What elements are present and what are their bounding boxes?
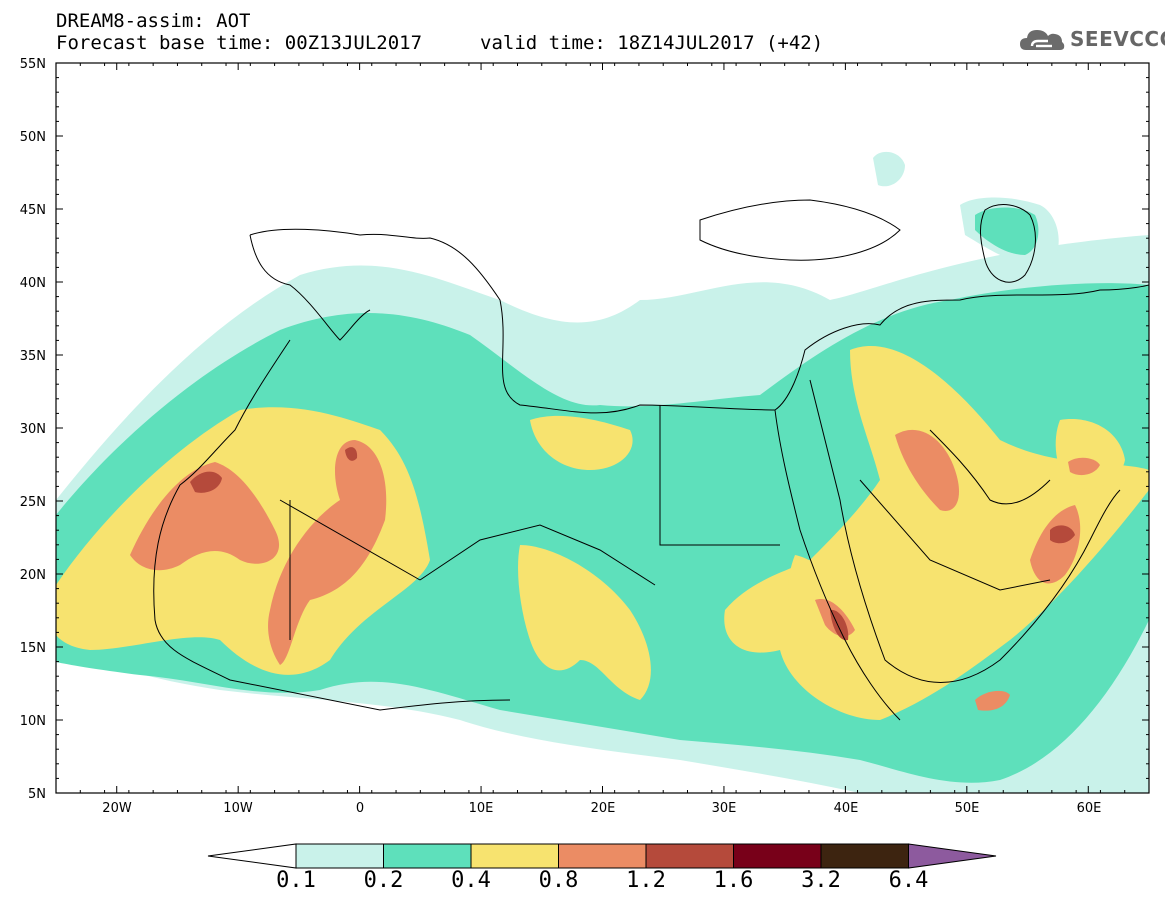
colorbar-label: 3.2 xyxy=(801,868,841,893)
forecast-base-time: Forecast base time: 00Z13JUL2017 xyxy=(56,32,423,54)
colorbar-low-arrow xyxy=(207,843,297,869)
lon-label: 40E xyxy=(834,801,859,816)
colorbar-high-arrow xyxy=(908,843,997,869)
lat-label: 30N xyxy=(20,422,46,437)
aot-band-0-8-iraq xyxy=(895,429,960,511)
lon-label: 20W xyxy=(102,801,132,816)
aot-band-1-2-mali xyxy=(345,447,358,461)
valid-time: valid time: 18Z14JUL2017 (+42) xyxy=(480,32,824,54)
aot-band-0-8-mali xyxy=(268,440,387,665)
aot-band-0-8-iran xyxy=(1068,457,1100,476)
colorbar-segment xyxy=(820,843,909,869)
lon-label: 60E xyxy=(1077,801,1102,816)
colorbar-segment xyxy=(733,843,822,869)
longitude-labels: 20W 10W 0 10E 20E 30E 40E 50E 60E xyxy=(102,801,1101,816)
lon-label: 10E xyxy=(469,801,494,816)
colorbar-label: 0.8 xyxy=(538,868,579,893)
aot-field xyxy=(56,151,1149,793)
coastline-west-africa xyxy=(153,339,511,711)
seevccc-logo: SEEVCCC xyxy=(1018,22,1165,56)
colorbar xyxy=(207,843,997,869)
colorbar-segment xyxy=(645,843,734,869)
lat-label: 5N xyxy=(28,787,46,802)
border-saudi xyxy=(859,479,1051,591)
cloud-icon xyxy=(1020,30,1065,50)
axis-ticks xyxy=(55,62,1150,794)
lat-label: 50N xyxy=(20,130,46,145)
lat-label: 10N xyxy=(20,714,46,729)
border-sahel xyxy=(419,524,656,586)
aot-band-0-4-central xyxy=(518,545,651,700)
aot-band-0-2-caspian xyxy=(975,207,1039,255)
coastline-persian-gulf xyxy=(929,429,1051,505)
colorbar-label: 1.6 xyxy=(713,868,754,893)
lon-label: 50E xyxy=(955,801,980,816)
lat-label: 55N xyxy=(20,57,46,72)
lon-label: 30E xyxy=(712,801,737,816)
map-title: DREAM8-assim: AOT xyxy=(56,10,251,32)
colorbar-label: 0.4 xyxy=(451,868,491,893)
aot-band-0-8-somalia xyxy=(975,690,1010,711)
lat-label: 20N xyxy=(20,568,46,583)
aot-band-0-4-egypt xyxy=(530,415,633,470)
coastline-black-sea xyxy=(699,199,901,261)
coastline-red-sea-west xyxy=(774,409,901,721)
colorbar-label: 1.2 xyxy=(626,868,666,893)
aot-band-1-2-oman xyxy=(1050,525,1075,544)
lon-label: 20E xyxy=(591,801,616,816)
lat-label: 15N xyxy=(20,641,46,656)
coastline-europe-north-africa xyxy=(249,228,1149,414)
lat-label: 35N xyxy=(20,349,46,364)
lat-label: 40N xyxy=(20,276,46,291)
border-libya-egypt xyxy=(659,405,780,546)
logo-text: SEEVCCC xyxy=(1070,27,1165,51)
aot-band-0-8-sahara xyxy=(130,462,280,571)
map-boundaries xyxy=(153,199,1149,721)
colorbar-segment xyxy=(295,843,384,869)
aot-band-1-2 xyxy=(190,471,222,493)
coastline-arabia xyxy=(809,379,1121,683)
lat-label: 45N xyxy=(20,203,46,218)
colorbar-label: 0.1 xyxy=(276,868,316,893)
coastline-caspian xyxy=(980,204,1036,283)
aot-band-0-8-oman xyxy=(1030,505,1081,584)
latitude-labels: 55N 50N 45N 40N 35N 30N 25N 20N 15N 10N … xyxy=(20,57,46,802)
border-algeria-mali xyxy=(279,499,421,640)
lon-label: 10W xyxy=(223,801,253,816)
coastline-iberia xyxy=(249,234,371,341)
aot-band-0-1-blacksea xyxy=(873,151,905,187)
colorbar-label: 6.4 xyxy=(888,868,929,893)
colorbar-segment xyxy=(383,843,472,869)
lat-label: 25N xyxy=(20,495,46,510)
colorbar-label: 0.2 xyxy=(363,868,404,893)
lon-label: 0 xyxy=(356,801,364,816)
colorbar-segment xyxy=(470,843,559,869)
colorbar-segment xyxy=(558,843,647,869)
